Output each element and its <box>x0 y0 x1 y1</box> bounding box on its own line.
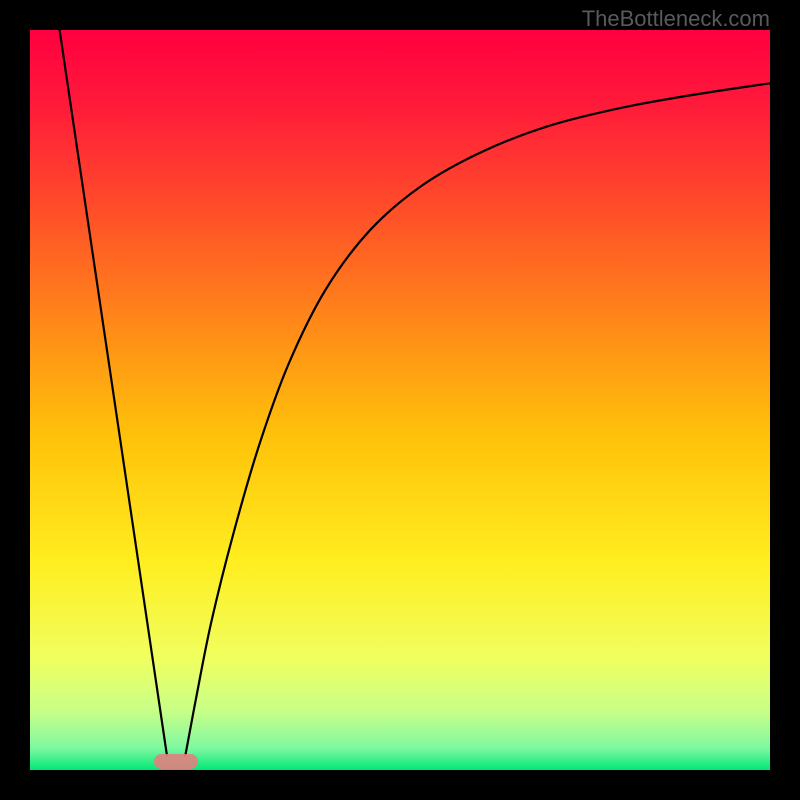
chart-container: { "watermark": { "text": "TheBottleneck.… <box>0 0 800 800</box>
plot-area <box>30 30 770 770</box>
watermark-text: TheBottleneck.com <box>582 6 770 32</box>
minimum-marker <box>154 754 198 769</box>
curve-right-ascent <box>185 83 770 755</box>
curve-layer <box>30 30 770 770</box>
curve-left-descent <box>60 30 167 755</box>
